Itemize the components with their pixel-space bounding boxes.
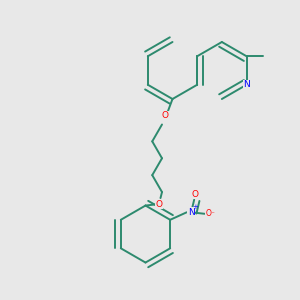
Text: O: O [191,190,198,199]
Text: N: N [243,80,250,89]
Text: O: O [161,111,169,120]
Text: O⁻: O⁻ [205,209,215,218]
Text: N: N [188,208,195,217]
Text: +: + [192,204,198,210]
Text: O: O [155,200,163,208]
